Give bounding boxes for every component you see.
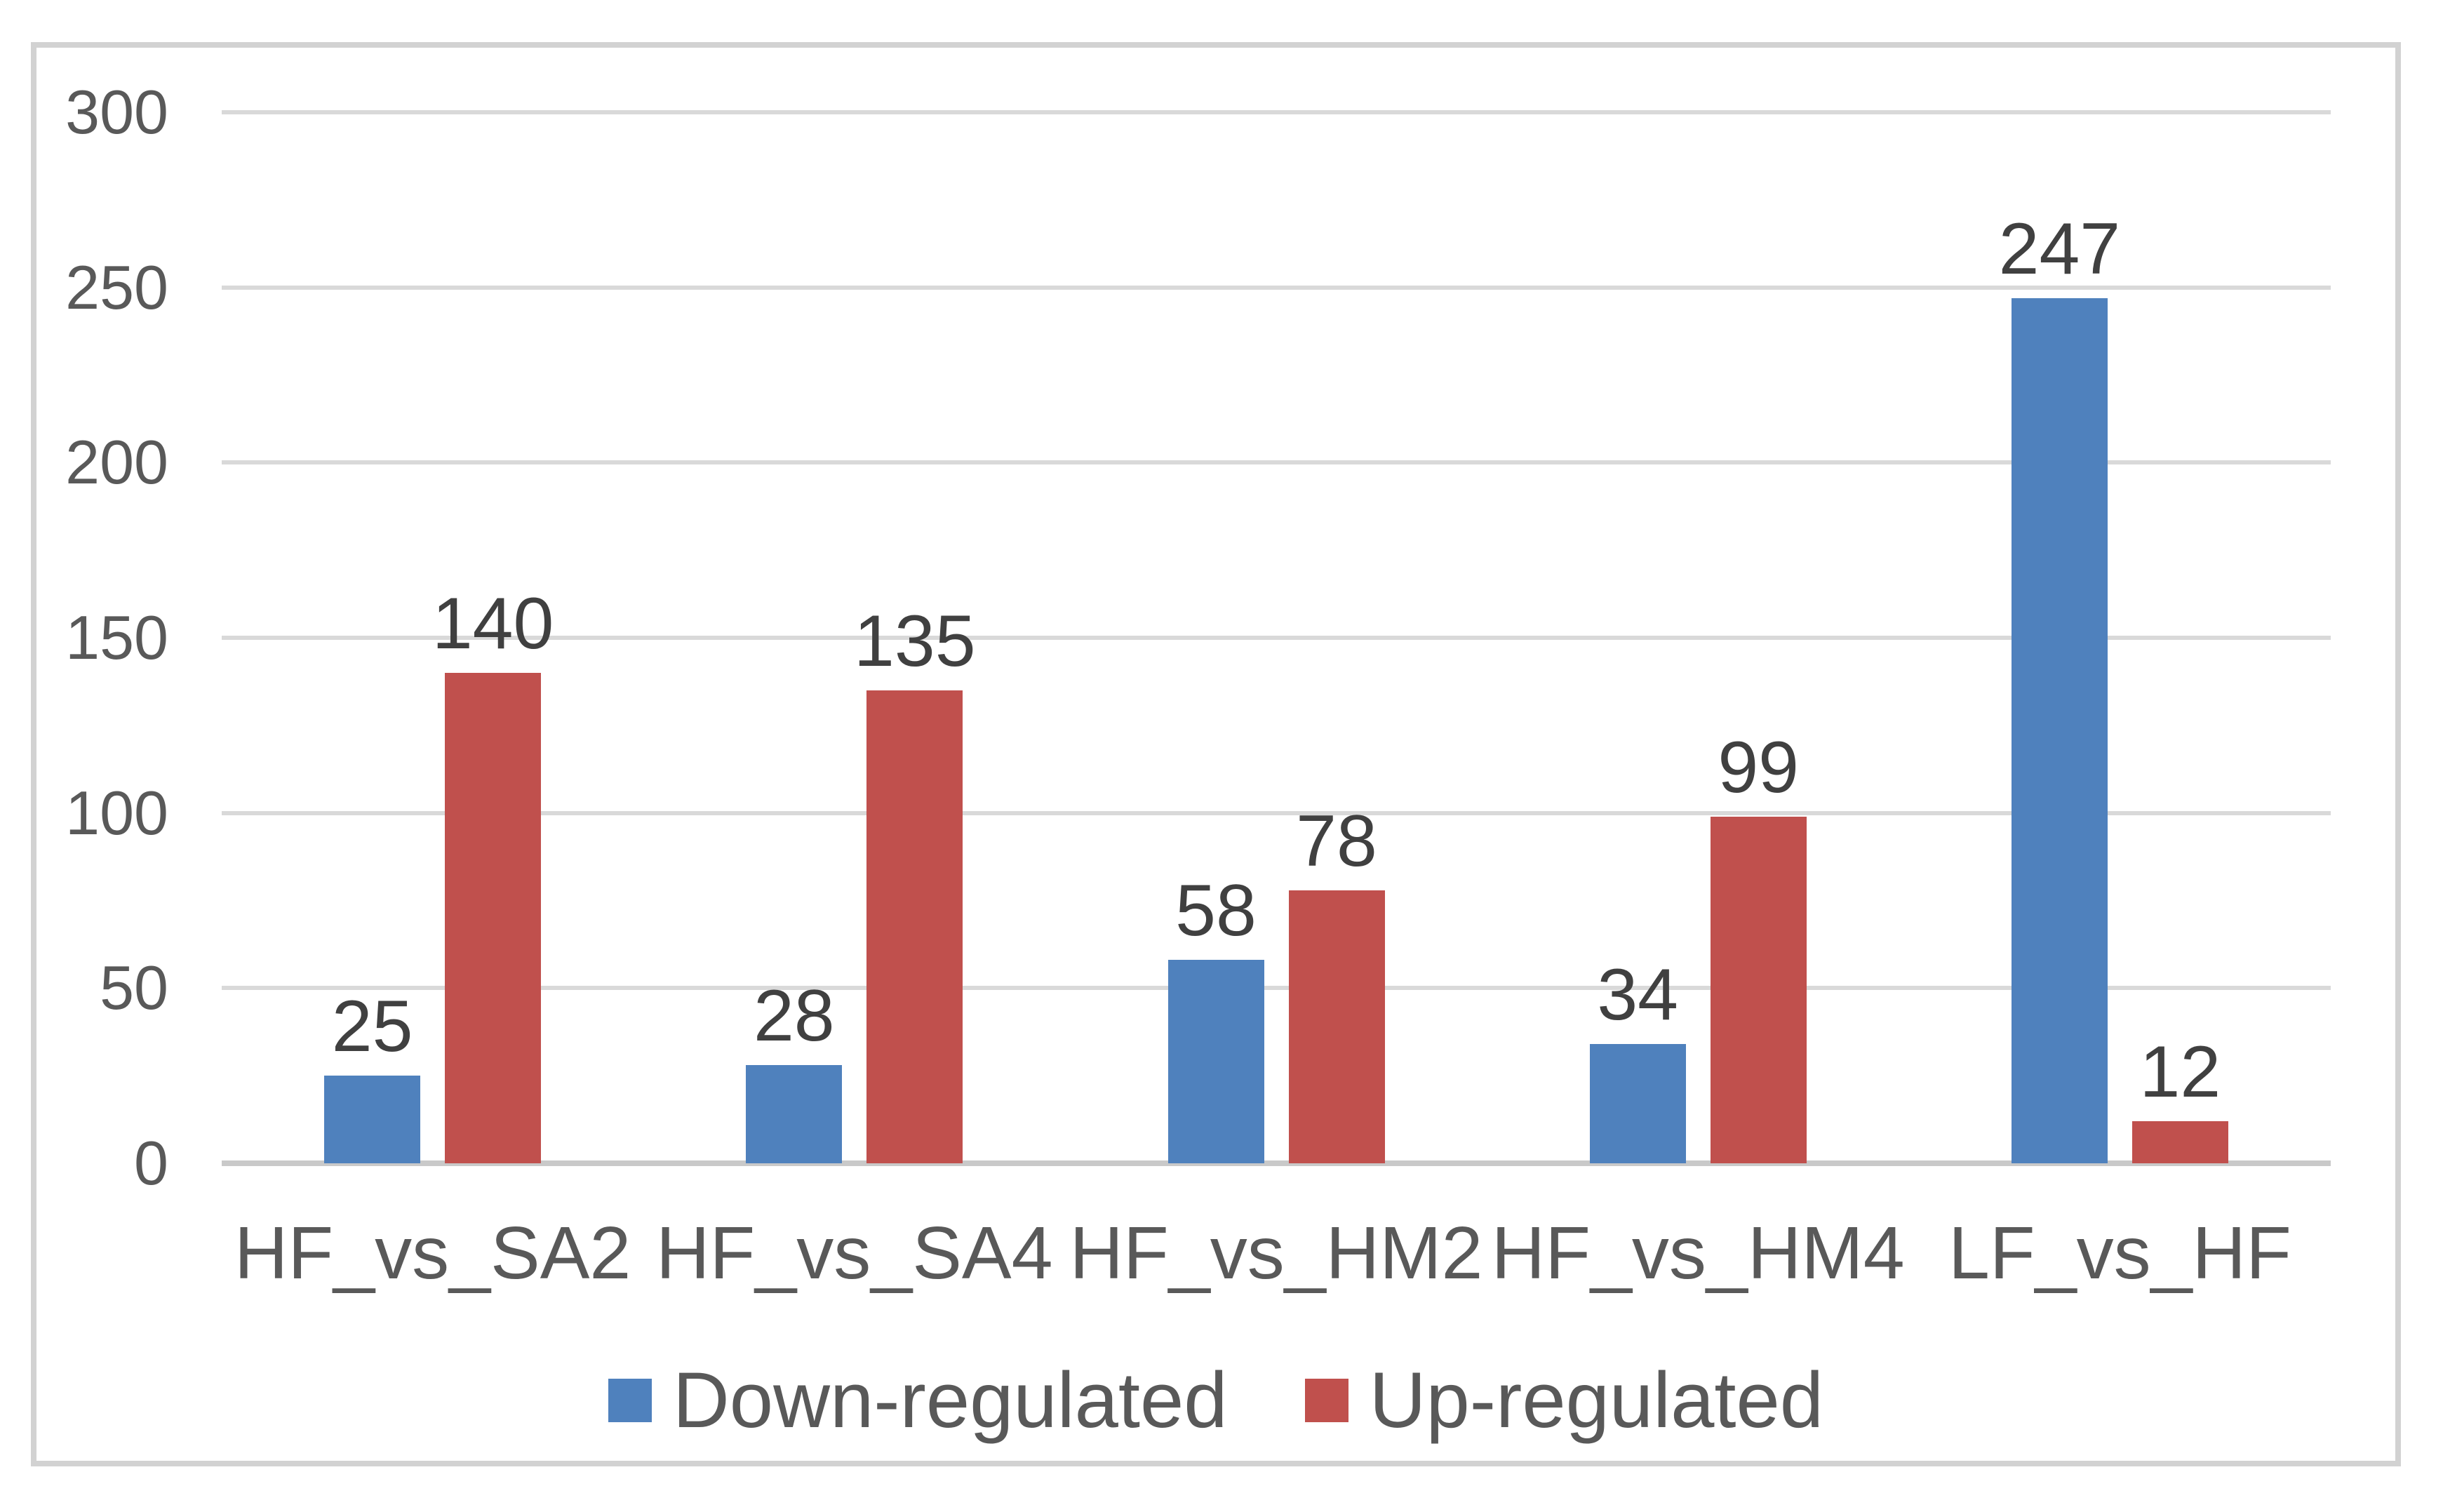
y-tick-label-50: 50 [100, 953, 168, 1023]
x-category-label-hf-vs-sa2: HF_vs_SA2 [234, 1212, 631, 1294]
bar-up-regulated-hf-vs-sa2 [445, 672, 542, 1163]
legend-label-down-regulated: Down-regulated [672, 1356, 1228, 1444]
x-axis-line [222, 1160, 2331, 1166]
y-tick-label-300: 300 [65, 77, 168, 147]
legend-label-up-regulated: Up-regulated [1369, 1356, 1824, 1444]
y-tick-label-150: 150 [65, 603, 168, 672]
data-label-up-regulated-hf-vs-hm2: 78 [1296, 800, 1377, 882]
data-label-down-regulated-lf-vs-hf: 247 [1998, 208, 2121, 290]
gridline-300 [222, 110, 2331, 114]
legend-item-down-regulated: Down-regulated [608, 1358, 1228, 1443]
plot-area: 25 28 58 34 247 140 135 78 99 12 [222, 110, 2331, 1166]
data-label-up-regulated-lf-vs-hf: 12 [2139, 1031, 2221, 1113]
data-label-down-regulated-hf-vs-hm2: 58 [1175, 870, 1257, 952]
x-category-label-hf-vs-hm2: HF_vs_HM2 [1069, 1212, 1483, 1294]
bar-up-regulated-hf-vs-hm4 [1710, 816, 1807, 1163]
chart-legend: Down-regulated Up-regulated [36, 1358, 2395, 1443]
bar-up-regulated-hf-vs-hm2 [1288, 890, 1385, 1163]
bar-down-regulated-hf-vs-sa2 [324, 1076, 421, 1163]
y-tick-label-200: 200 [65, 427, 168, 497]
bar-down-regulated-hf-vs-sa4 [746, 1065, 843, 1163]
data-label-down-regulated-hf-vs-hm4: 34 [1597, 954, 1679, 1036]
y-tick-label-250: 250 [65, 252, 168, 322]
gridline-50 [222, 986, 2331, 991]
legend-swatch-up-regulated [1304, 1379, 1348, 1422]
bar-down-regulated-hf-vs-hm2 [1167, 960, 1264, 1163]
y-tick-label-0: 0 [134, 1128, 168, 1198]
gridline-100 [222, 810, 2331, 815]
x-category-label-hf-vs-sa4: HF_vs_SA4 [656, 1212, 1053, 1294]
data-label-up-regulated-hf-vs-sa2: 140 [431, 582, 554, 664]
gridline-200 [222, 460, 2331, 465]
bar-up-regulated-lf-vs-hf [2131, 1121, 2228, 1163]
y-tick-label-100: 100 [65, 777, 168, 848]
bar-down-regulated-hf-vs-hm4 [1589, 1044, 1686, 1163]
data-label-up-regulated-hf-vs-hm4: 99 [1718, 726, 1800, 808]
gridline-250 [222, 285, 2331, 290]
legend-swatch-down-regulated [608, 1379, 652, 1422]
data-label-down-regulated-hf-vs-sa2: 25 [331, 986, 413, 1068]
data-label-down-regulated-hf-vs-sa4: 28 [753, 975, 835, 1057]
x-category-label-hf-vs-hm4: HF_vs_HM4 [1491, 1212, 1905, 1294]
bar-down-regulated-lf-vs-hf [2011, 297, 2108, 1163]
legend-item-up-regulated: Up-regulated [1304, 1356, 1824, 1444]
data-label-up-regulated-hf-vs-sa4: 135 [854, 600, 976, 682]
gridline-150 [222, 636, 2331, 640]
chart-border-frame: 25 28 58 34 247 140 135 78 99 12 0 50 100 150 200 250 3… [31, 42, 2401, 1466]
x-category-label-lf-vs-hf: LF_vs_HF [1948, 1212, 2291, 1294]
bar-up-regulated-hf-vs-sa4 [866, 690, 963, 1163]
